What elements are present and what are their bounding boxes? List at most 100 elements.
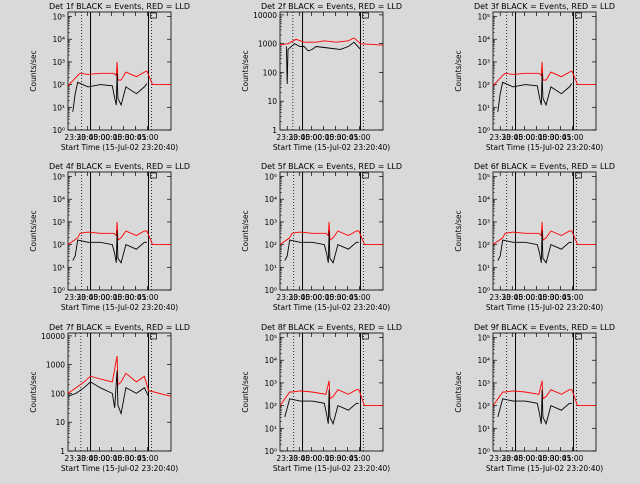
- chart-title: Det 6f BLACK = Events, RED = LLD: [474, 162, 615, 171]
- y-tick-label: 1000: [46, 361, 65, 370]
- plot-frame: [492, 171, 597, 291]
- y-tick-label: 10⁴: [477, 35, 490, 44]
- y-tick-label: 10¹: [52, 103, 65, 112]
- x-tick-label: 00:45: [125, 293, 147, 302]
- y-tick-label: 10³: [52, 58, 65, 67]
- x-axis-label: Start Time (15-Jul-02 23:20:40): [486, 303, 603, 312]
- x-tick-label: 00:15: [313, 454, 335, 463]
- y-axis-label: Counts/sec: [241, 371, 250, 412]
- y-tick-label: 10²: [52, 81, 65, 90]
- x-axis-label: Start Time (15-Jul-02 23:20:40): [486, 464, 603, 473]
- plot-frame: [279, 332, 384, 452]
- x-axis-label: Start Time (15-Jul-02 23:20:40): [61, 303, 178, 312]
- x-tick-label: 23:30: [276, 454, 298, 463]
- x-tick-label: 00:15: [526, 133, 548, 142]
- x-tick-label: 00:30: [538, 133, 560, 142]
- x-tick-label: 00:45: [550, 133, 572, 142]
- x-tick-label: 00:00: [301, 133, 323, 142]
- x-tick-label: 00:00: [301, 454, 323, 463]
- x-tick-label: 00:30: [113, 133, 135, 142]
- marker-box: [362, 172, 369, 179]
- y-axis-label: Counts/sec: [29, 50, 38, 91]
- x-axis-label: Start Time (15-Jul-02 23:20:40): [273, 143, 390, 152]
- x-tick-label: 00:30: [325, 133, 347, 142]
- y-tick-label: 10³: [52, 218, 65, 227]
- x-tick-label: 00:30: [538, 454, 560, 463]
- chart-panel-6: Det 6f BLACK = Events, RED = LLD Counts/s…: [454, 162, 615, 312]
- y-tick-label: 10000: [253, 11, 277, 20]
- x-axis-label: Start Time (15-Jul-02 23:20:40): [486, 143, 603, 152]
- x-tick-label: 00:30: [325, 454, 347, 463]
- x-tick-label: 01:00: [137, 454, 159, 463]
- chart-panel-3: Det 3f BLACK = Events, RED = LLD Counts/s…: [454, 2, 615, 152]
- x-tick-label: 23:45: [77, 133, 99, 142]
- x-tick-label: 00:45: [550, 454, 572, 463]
- chart-title: Det 8f BLACK = Events, RED = LLD: [261, 323, 402, 332]
- x-tick-label: 00:30: [113, 454, 135, 463]
- x-tick-label: 00:00: [89, 454, 111, 463]
- y-tick-label: 10¹: [52, 263, 65, 272]
- y-tick-label: 10⁰: [264, 286, 277, 295]
- x-tick-label: 00:00: [89, 293, 111, 302]
- series-line-events: [497, 73, 573, 112]
- x-tick-label: 01:00: [562, 454, 584, 463]
- chart-panel-4: Det 4f BLACK = Events, RED = LLD Counts/s…: [29, 162, 190, 312]
- plot-frame: [492, 11, 597, 131]
- series-line-events: [72, 73, 148, 112]
- chart-panel-8: Det 8f BLACK = Events, RED = LLD Counts/s…: [241, 323, 402, 473]
- y-axis-label: Counts/sec: [454, 50, 463, 91]
- x-tick-label: 00:30: [113, 293, 135, 302]
- x-axis-label: Start Time (15-Jul-02 23:20:40): [273, 464, 390, 473]
- y-tick-label: 10¹: [264, 424, 277, 433]
- series-line-events: [497, 230, 572, 264]
- y-tick-label: 10¹: [477, 424, 490, 433]
- x-tick-label: 00:30: [325, 293, 347, 302]
- x-tick-label: 23:45: [289, 454, 311, 463]
- chart-title: Det 9f BLACK = Events, RED = LLD: [474, 323, 615, 332]
- x-tick-label: 23:30: [64, 454, 86, 463]
- x-tick-label: 01:00: [562, 293, 584, 302]
- plot-frame: [279, 11, 384, 131]
- marker-box: [150, 12, 157, 19]
- series-line-lld: [67, 355, 172, 397]
- x-tick-label: 23:30: [489, 293, 511, 302]
- marker-box: [362, 333, 369, 340]
- chart-panel-2: Det 2f BLACK = Events, RED = LLD Counts/s…: [241, 2, 402, 152]
- x-tick-label: 23:30: [276, 133, 298, 142]
- y-axis-label: Counts/sec: [454, 210, 463, 251]
- y-tick-label: 10⁵: [477, 334, 490, 343]
- marker-box: [575, 333, 582, 340]
- y-tick-label: 10²: [477, 241, 490, 250]
- chart-title: Det 4f BLACK = Events, RED = LLD: [49, 162, 190, 171]
- series-line-events: [72, 230, 147, 264]
- chart-title: Det 7f BLACK = Events, RED = LLD: [49, 323, 190, 332]
- y-tick-label: 10⁴: [477, 356, 490, 365]
- y-tick-label: 10⁴: [264, 356, 277, 365]
- series-line-lld: [67, 61, 171, 87]
- x-tick-label: 00:45: [125, 454, 147, 463]
- y-tick-label: 10⁴: [52, 195, 65, 204]
- y-tick-label: 10: [267, 97, 277, 106]
- y-tick-label: 10¹: [477, 263, 490, 272]
- x-tick-label: 23:45: [77, 293, 99, 302]
- chart-panel-1: Det 1f BLACK = Events, RED = LLD Counts/s…: [29, 2, 190, 152]
- x-tick-label: 00:00: [514, 293, 536, 302]
- x-tick-label: 01:00: [349, 133, 371, 142]
- x-tick-label: 00:45: [125, 133, 147, 142]
- series-line-lld: [492, 61, 596, 87]
- y-tick-label: 10: [55, 418, 65, 427]
- x-axis-label: Start Time (15-Jul-02 23:20:40): [61, 143, 178, 152]
- plot-frame: [67, 332, 172, 452]
- y-tick-label: 10⁰: [52, 286, 65, 295]
- y-tick-label: 10³: [477, 218, 490, 227]
- y-axis-label: Counts/sec: [29, 210, 38, 251]
- x-tick-label: 00:00: [514, 454, 536, 463]
- x-tick-label: 01:00: [137, 133, 159, 142]
- x-tick-label: 00:00: [89, 133, 111, 142]
- chart-title: Det 2f BLACK = Events, RED = LLD: [261, 2, 402, 11]
- chart-panel-7: Det 7f BLACK = Events, RED = LLD Counts/s…: [29, 323, 190, 473]
- x-tick-label: 00:15: [101, 133, 123, 142]
- x-tick-label: 01:00: [349, 293, 371, 302]
- y-tick-label: 10⁰: [477, 286, 490, 295]
